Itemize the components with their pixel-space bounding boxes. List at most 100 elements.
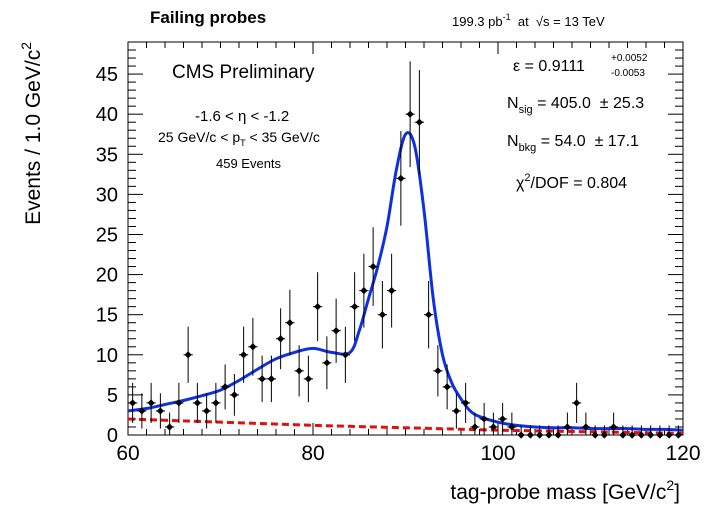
data-marker: [647, 431, 655, 439]
data-marker: [138, 407, 146, 415]
background-fit-line: [127, 417, 684, 435]
x-axis-title-end: ]: [674, 481, 680, 504]
data-marker: [637, 431, 645, 439]
data-point: [211, 382, 221, 423]
data-point: [461, 382, 471, 423]
efficiency-error-up: +0.0052: [611, 53, 648, 64]
data-marker: [212, 399, 220, 407]
nsig-subscript: sig: [519, 104, 533, 116]
y-tick-label: 10: [96, 345, 118, 367]
data-point: [174, 382, 184, 423]
data-point: [553, 425, 563, 439]
data-marker: [508, 423, 516, 431]
data-marker: [397, 174, 405, 182]
data-marker: [434, 367, 442, 375]
y-axis-title-sup: 2: [18, 42, 34, 50]
nsig-value: = 405.0 ± 25.3: [533, 95, 645, 112]
pt-range-label: 25 GeV/c < pT < 35 GeV/c: [158, 129, 320, 148]
data-point: [516, 425, 526, 439]
data-point: [155, 393, 165, 429]
data-point: [433, 345, 443, 397]
data-marker: [582, 423, 590, 431]
data-point: [673, 425, 683, 439]
plot-title: Failing probes: [150, 8, 266, 27]
data-point: [276, 308, 286, 370]
efficiency-error-down: -0.0053: [611, 68, 645, 79]
data-marker: [443, 383, 451, 391]
data-point: [266, 355, 276, 403]
data-point: [229, 374, 239, 416]
data-marker: [665, 431, 673, 439]
data-marker: [378, 311, 386, 319]
data-marker: [536, 431, 544, 439]
data-marker: [499, 415, 507, 423]
data-marker: [471, 423, 479, 431]
data-point: [220, 364, 230, 410]
eta-range-label: -1.6 < η < -1.2: [195, 108, 289, 125]
x-axis-title-main: tag-probe mass [GeV/c: [450, 481, 666, 504]
data-marker: [258, 375, 266, 383]
data-point: [470, 412, 480, 435]
data-marker: [452, 407, 460, 415]
data-marker: [360, 287, 368, 295]
axes-layer: 60 80 100 120 0 5 10 15 20 25 30 35 40 45: [96, 41, 701, 465]
chi2-value: /DOF = 0.804: [531, 175, 628, 192]
data-marker: [277, 335, 285, 343]
nsig-label: Nsig = 405.0 ± 25.3: [507, 95, 644, 116]
data-marker: [425, 311, 433, 319]
data-point: [664, 425, 674, 439]
data-point: [424, 281, 434, 349]
y-axis-title: Events / 1.0 GeV/c2: [18, 42, 45, 225]
nsig-symbol: N: [507, 95, 519, 112]
data-marker: [314, 303, 322, 311]
nbkg-label: Nbkg = 54.0 ± 17.1: [507, 133, 639, 154]
data-marker: [203, 407, 211, 415]
x-tick-label: 60: [116, 442, 139, 465]
y-tick-label: 0: [107, 425, 118, 447]
pt-range-end: < 35 GeV/c: [246, 129, 320, 145]
data-point: [202, 393, 212, 429]
data-point: [257, 355, 267, 403]
lumi-exponent: -1: [503, 12, 511, 22]
data-point: [248, 317, 258, 376]
y-tick-label: 40: [96, 104, 118, 126]
pt-range-start: 25 GeV/c < p: [158, 129, 240, 145]
x-tick-label: 80: [301, 442, 324, 465]
data-point: [350, 272, 360, 342]
data-point: [183, 326, 193, 383]
y-tick-label: 45: [96, 64, 118, 86]
lumi-label: 199.3 pb-1 at √s = 13 TeV: [452, 12, 605, 29]
data-point: [377, 281, 387, 349]
energy-separator: at: [511, 14, 536, 29]
data-point: [340, 326, 350, 383]
data-marker: [332, 327, 340, 335]
data-marker: [628, 431, 636, 439]
data-marker: [147, 399, 155, 407]
data-marker: [249, 343, 257, 351]
data-point: [655, 425, 665, 439]
data-marker: [619, 431, 627, 439]
data-point: [294, 345, 304, 397]
data-point: [479, 402, 489, 435]
data-marker: [341, 351, 349, 359]
data-marker: [489, 423, 497, 431]
data-marker: [517, 431, 525, 439]
y-tick-label: 25: [96, 224, 118, 246]
data-marker: [323, 359, 331, 367]
data-marker: [545, 431, 553, 439]
data-marker: [267, 375, 275, 383]
data-marker: [286, 319, 294, 327]
y-tick-label: 30: [96, 184, 118, 206]
data-marker: [351, 303, 359, 311]
efficiency-label: ε = 0.9111: [513, 58, 585, 75]
data-marker: [600, 431, 608, 439]
data-marker: [221, 383, 229, 391]
background-fit-layer: [127, 417, 684, 435]
data-marker: [184, 351, 192, 359]
data-point: [239, 326, 249, 383]
data-points-layer: [128, 61, 683, 439]
data-point: [646, 425, 656, 439]
data-point: [498, 402, 508, 435]
data-point: [599, 425, 609, 439]
